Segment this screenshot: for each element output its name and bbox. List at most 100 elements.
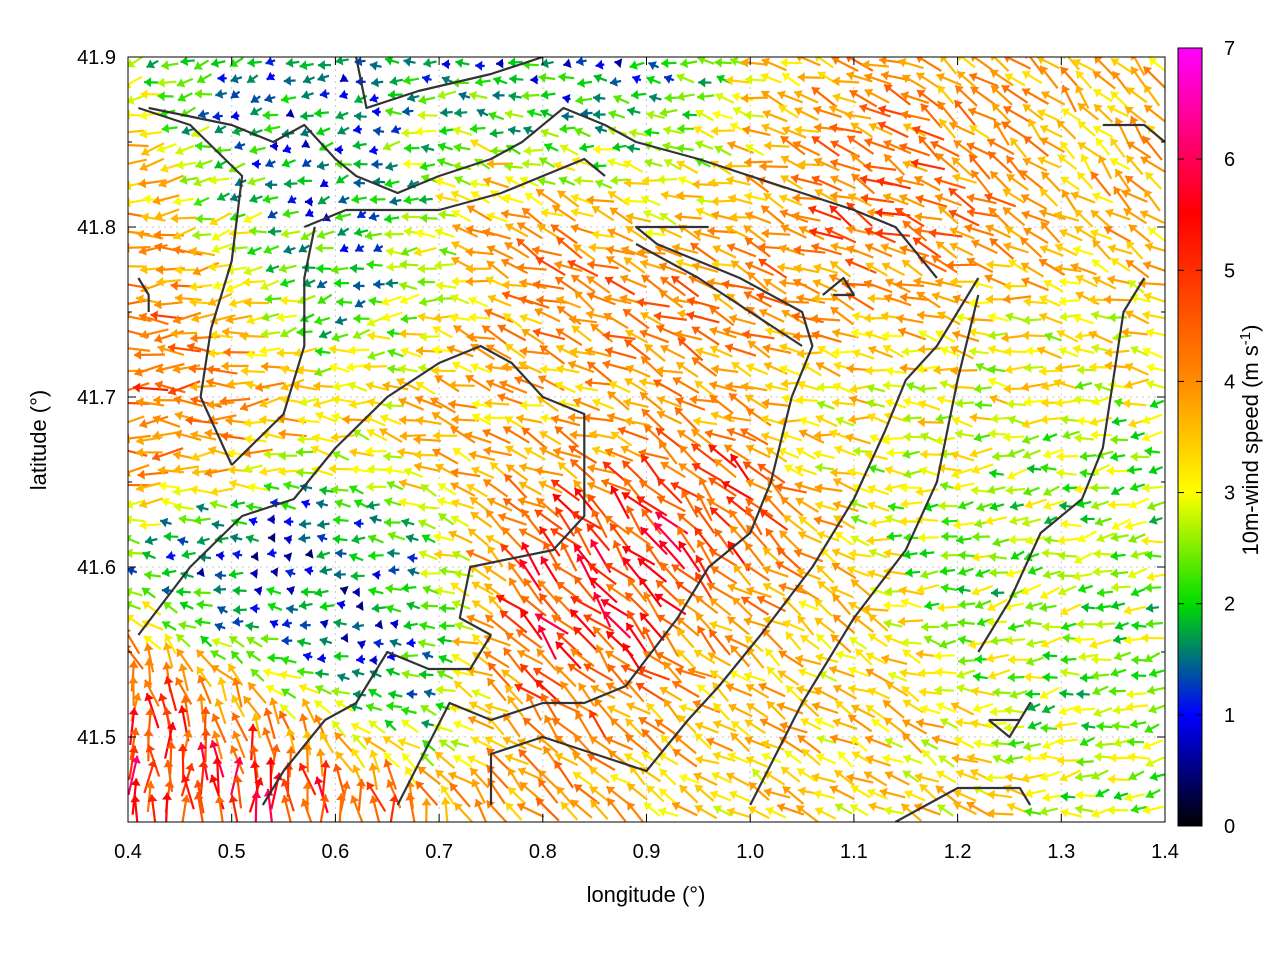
wind-arrow (1114, 168, 1132, 193)
wind-arrow (280, 228, 301, 239)
wind-arrow-head (612, 142, 621, 152)
wind-arrow-head (536, 189, 545, 198)
wind-arrow (1110, 57, 1132, 73)
wind-arrow (440, 107, 453, 118)
wind-arrow-head (761, 90, 771, 100)
wind-arrow (631, 74, 642, 85)
wind-arrow (1092, 276, 1117, 290)
wind-arrow-head (128, 109, 131, 120)
wind-arrow-head (1091, 171, 1100, 181)
wind-arrow (317, 195, 331, 205)
wind-arrow (573, 175, 594, 186)
wind-arrow-head (745, 237, 754, 247)
wind-arrow-head (780, 224, 790, 234)
wind-arrow-head (1040, 124, 1049, 134)
wind-arrow-head (519, 176, 529, 186)
wind-arrow (1106, 104, 1129, 118)
wind-arrow (382, 140, 401, 151)
wind-arrow (728, 194, 753, 205)
wind-arrow (682, 109, 697, 120)
wind-arrow (315, 243, 334, 254)
wind-arrow-head (263, 245, 273, 255)
wind-arrow-head (830, 175, 839, 185)
wind-arrow (659, 276, 687, 297)
wind-arrow-head (1040, 188, 1049, 198)
wind-arrow-head (141, 212, 149, 223)
wind-arrow (128, 144, 149, 148)
wind-arrow-head (1130, 57, 1138, 61)
wind-arrow-head (964, 223, 973, 234)
wind-arrow-head (682, 109, 690, 120)
wind-arrow (811, 135, 840, 157)
wind-arrow (225, 281, 247, 293)
wind-arrow (671, 243, 699, 255)
wind-arrow (1112, 186, 1132, 212)
wind-arrow (559, 123, 576, 134)
wind-arrow (1060, 176, 1081, 191)
wind-arrow-head (1022, 157, 1032, 167)
wind-arrow (516, 262, 547, 273)
wind-arrow (1103, 226, 1131, 243)
wind-arrow (1036, 57, 1060, 70)
wind-arrow (814, 188, 838, 204)
wind-arrow-head (1093, 71, 1102, 80)
wind-arrow (486, 212, 508, 223)
wind-arrow-head (280, 277, 289, 288)
wind-arrow (743, 224, 766, 243)
wind-arrow (642, 209, 663, 221)
wind-arrow-head (864, 137, 873, 148)
wind-arrow (349, 263, 364, 274)
wind-arrow (140, 142, 165, 156)
wind-arrow-head (1021, 194, 1030, 203)
wind-arrow (793, 245, 826, 255)
wind-arrow (791, 211, 821, 222)
wind-arrow-head (948, 188, 958, 197)
wind-arrow-head (1074, 225, 1083, 235)
wind-arrow-head (385, 161, 394, 172)
wind-arrow (714, 145, 732, 157)
wind-arrow-head (493, 76, 502, 86)
wind-arrow (628, 128, 649, 139)
wind-arrow (708, 177, 733, 188)
wind-arrow-head (170, 280, 178, 291)
wind-arrow (519, 278, 547, 290)
wind-arrow (492, 76, 508, 86)
wind-arrow (812, 278, 838, 293)
wind-arrow (174, 293, 202, 304)
wind-arrow (128, 265, 145, 268)
wind-arrow-head (967, 207, 975, 218)
wind-arrow (334, 211, 352, 222)
wind-arrow-head (189, 297, 197, 308)
wind-arrow (613, 94, 630, 105)
wind-arrow (745, 144, 765, 156)
wind-arrow (419, 161, 436, 172)
wind-arrow (208, 175, 230, 186)
wind-arrow (1022, 157, 1048, 172)
wind-arrow-head (937, 85, 946, 94)
wind-arrow-head (316, 126, 325, 136)
wind-arrow (339, 243, 349, 253)
wind-arrow (407, 92, 420, 103)
wind-arrow (330, 264, 349, 275)
wind-arrow-head (676, 190, 684, 201)
wind-arrow-head (465, 276, 473, 287)
wind-arrow-head (993, 120, 1003, 130)
wind-arrow-head (693, 228, 702, 239)
wind-arrow (281, 158, 296, 168)
wind-arrow-head (1004, 57, 1011, 63)
wind-arrow (316, 126, 331, 136)
wind-arrow-head (501, 209, 509, 220)
wind-arrow (570, 193, 593, 205)
wind-arrow (964, 223, 995, 237)
wind-arrow-head (247, 176, 256, 187)
wind-arrow-head (732, 92, 740, 102)
wind-arrow-head (437, 90, 446, 100)
wind-arrow (1037, 109, 1060, 122)
wind-arrow (898, 193, 925, 208)
wind-arrow (570, 274, 596, 294)
wind-arrow-head (265, 158, 274, 168)
wind-arrow (248, 226, 267, 237)
wind-arrow-head (420, 213, 428, 224)
wind-arrow (1090, 229, 1113, 241)
wind-arrow (372, 107, 381, 117)
